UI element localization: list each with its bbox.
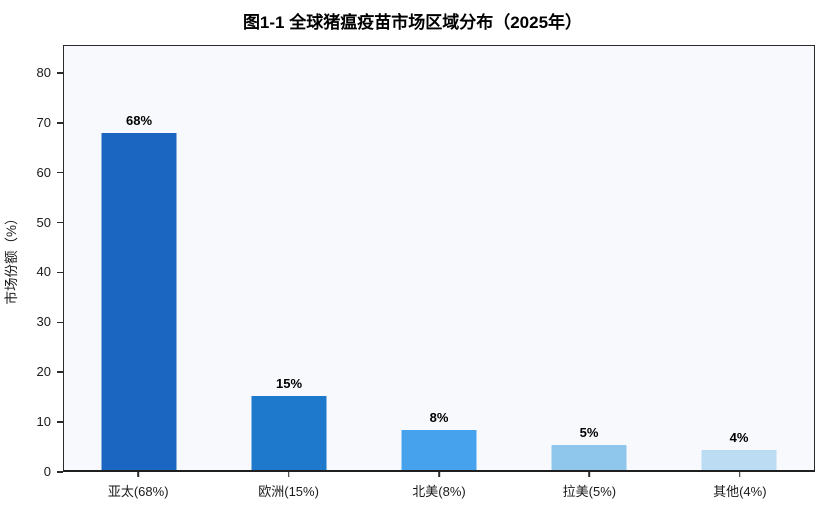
x-tick-mark <box>588 472 591 477</box>
y-tick-mark <box>57 122 63 124</box>
y-tick-mark <box>57 271 63 274</box>
y-tick-mark <box>57 72 63 74</box>
x-tick-label: 北美(8%) <box>412 484 466 499</box>
y-tick-label: 60 <box>36 164 51 180</box>
y-tick-mark <box>57 421 63 423</box>
y-axis-label: 市场份额（%） <box>4 211 19 305</box>
bar-value-label: 8% <box>429 410 449 426</box>
plot-area: 68% 15% 8% 5% 4% <box>63 45 815 472</box>
y-tick-label: 10 <box>36 414 51 430</box>
y-tick-label: 0 <box>43 464 51 479</box>
x-tick-label: 其他(4%) <box>713 484 767 499</box>
x-tick-mark <box>137 472 139 477</box>
y-tick-mark <box>57 471 63 473</box>
y-tick-label: 20 <box>36 364 51 380</box>
y-tick-mark <box>57 171 63 174</box>
x-tick-label: 欧洲(15%) <box>258 484 319 499</box>
bar-4 <box>551 445 627 470</box>
bar-1 <box>101 133 177 470</box>
y-tick-label: 70 <box>36 114 51 130</box>
y-tick-label: 50 <box>36 214 51 230</box>
x-tick-mark <box>438 472 440 477</box>
bar-value-label: 5% <box>579 425 599 441</box>
x-tick-label: 亚太(68%) <box>107 484 169 499</box>
y-tick-label: 40 <box>36 264 51 280</box>
x-tick-mark <box>739 472 741 477</box>
bar-3 <box>401 430 477 470</box>
bar-value-label: 68% <box>125 113 153 129</box>
x-tick-label: 拉美(5%) <box>562 484 617 499</box>
y-tick-mark <box>57 371 63 374</box>
x-tick-mark <box>287 472 290 477</box>
bar-5 <box>701 450 777 470</box>
y-tick-label: 30 <box>36 314 51 330</box>
bar-value-label: 4% <box>729 430 749 446</box>
bar-value-label: 15% <box>275 375 303 391</box>
bar-2 <box>251 395 327 470</box>
chart-title: 图1-1 全球猪瘟疫苗市场区域分布（2025年） <box>242 13 583 32</box>
y-tick-label: 80 <box>36 64 51 80</box>
y-tick-mark <box>57 221 63 224</box>
y-tick-mark <box>57 321 63 324</box>
